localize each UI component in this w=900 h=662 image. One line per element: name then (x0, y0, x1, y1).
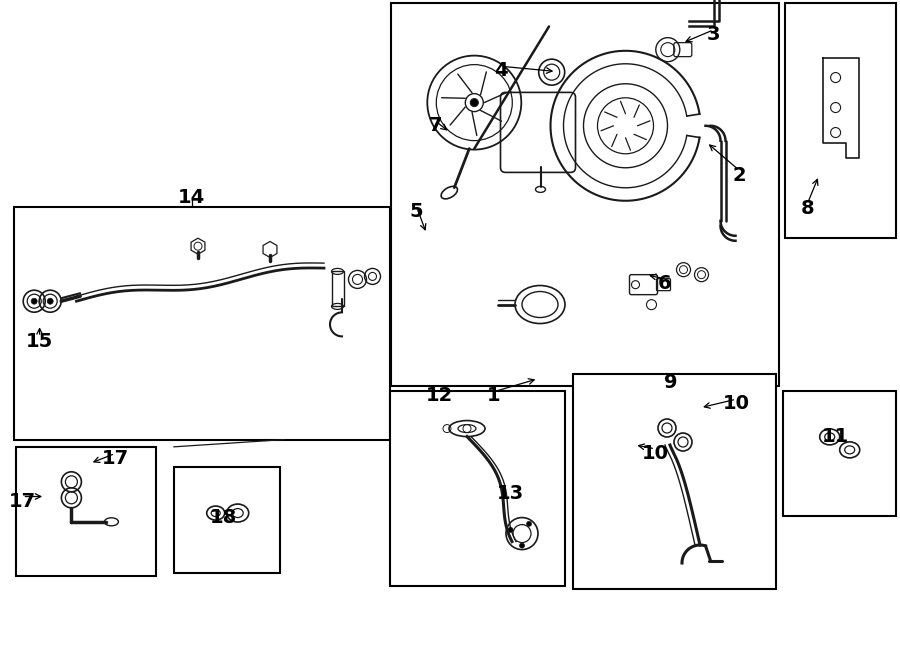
Text: 17: 17 (9, 492, 36, 510)
Text: 11: 11 (822, 428, 849, 446)
Circle shape (47, 298, 53, 305)
Text: 10: 10 (642, 444, 669, 463)
Text: 10: 10 (723, 395, 750, 413)
Text: 17: 17 (102, 449, 129, 467)
Text: 18: 18 (210, 508, 237, 527)
Text: 14: 14 (178, 188, 205, 207)
Text: 13: 13 (497, 484, 524, 502)
Text: 7: 7 (429, 117, 443, 135)
Text: 5: 5 (410, 203, 424, 221)
Bar (573, 374, 776, 589)
Circle shape (526, 522, 532, 526)
Circle shape (519, 543, 525, 548)
Bar (174, 467, 280, 573)
Text: 1: 1 (486, 386, 500, 404)
Text: 2: 2 (733, 166, 747, 185)
Text: 15: 15 (26, 332, 53, 351)
Text: 6: 6 (657, 274, 671, 293)
Circle shape (471, 99, 478, 107)
Bar (331, 271, 344, 307)
Text: 3: 3 (707, 25, 721, 44)
Bar (14, 207, 390, 440)
Circle shape (508, 528, 513, 532)
Polygon shape (823, 58, 859, 158)
Circle shape (32, 298, 37, 305)
Text: 4: 4 (493, 62, 508, 80)
Bar (391, 3, 779, 386)
Text: 9: 9 (664, 373, 677, 392)
Bar (16, 447, 156, 576)
Text: 12: 12 (426, 386, 453, 404)
Bar (390, 391, 565, 586)
Text: 8: 8 (800, 199, 814, 218)
Bar (783, 391, 896, 516)
Bar (785, 3, 896, 238)
